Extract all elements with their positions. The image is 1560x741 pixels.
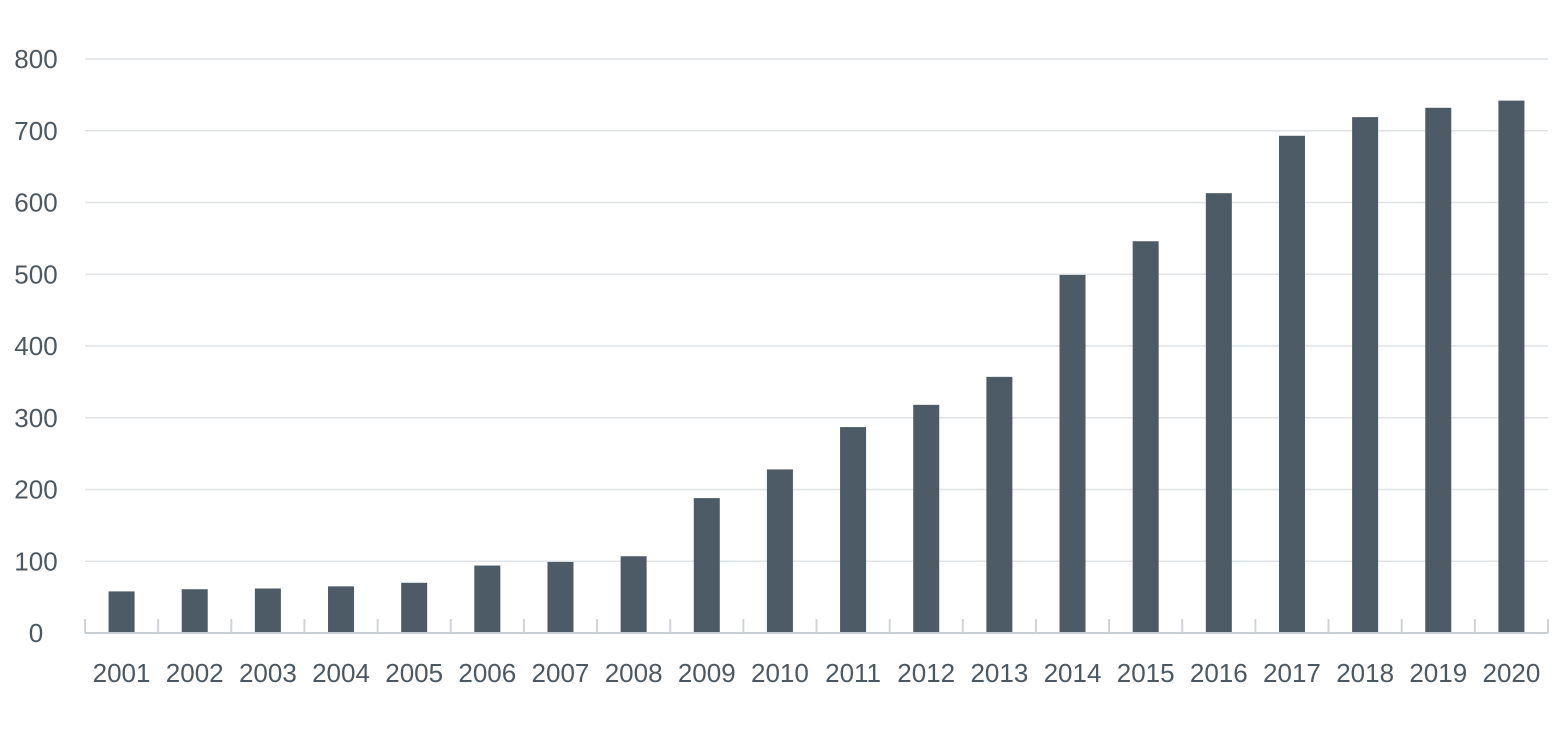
- bar-2007: [547, 561, 574, 633]
- bar-2019: [1425, 107, 1452, 634]
- y-tick-label-200: 200: [14, 475, 57, 505]
- bar-2012: [913, 404, 940, 633]
- x-tick-label-2007: 2007: [532, 658, 590, 688]
- x-tick-label-2017: 2017: [1263, 658, 1321, 688]
- bar-2005: [401, 582, 428, 633]
- y-tick-label-600: 600: [14, 188, 57, 218]
- bar-2004: [328, 586, 355, 633]
- bar-2006: [474, 565, 501, 633]
- x-tick-label-2013: 2013: [970, 658, 1028, 688]
- x-tick-label-2020: 2020: [1483, 658, 1541, 688]
- y-tick-label-100: 100: [14, 546, 57, 576]
- bar-2009: [693, 498, 720, 633]
- bar-2020: [1498, 100, 1525, 634]
- x-tick-label-2005: 2005: [385, 658, 443, 688]
- bar-2008: [620, 556, 647, 633]
- bars: [108, 100, 1525, 634]
- x-axis-tick-labels: 2001 2002 2003 2004 2005 2006 2007 2008 2009 2010…: [93, 658, 1541, 688]
- bar-2017: [1278, 135, 1305, 633]
- y-tick-label-400: 400: [14, 331, 57, 361]
- bar-2015: [1132, 241, 1159, 633]
- x-tick-label-2012: 2012: [897, 658, 955, 688]
- x-tick-label-2003: 2003: [239, 658, 297, 688]
- x-tick-label-2006: 2006: [458, 658, 516, 688]
- x-tick-label-2019: 2019: [1409, 658, 1467, 688]
- x-tick-label-2011: 2011: [825, 658, 881, 688]
- x-tick-label-2008: 2008: [605, 658, 663, 688]
- gridlines: [85, 58, 1548, 562]
- x-tick-label-2009: 2009: [678, 658, 736, 688]
- x-tick-label-2018: 2018: [1336, 658, 1394, 688]
- x-tick-label-2002: 2002: [166, 658, 224, 688]
- y-tick-label-700: 700: [14, 116, 57, 146]
- bar-2003: [254, 588, 281, 633]
- bar-2002: [181, 589, 208, 633]
- x-tick-label-2014: 2014: [1044, 658, 1102, 688]
- y-axis-tick-labels: 0 100 200 300 400 500 600 700 800: [14, 44, 57, 648]
- bar-2016: [1205, 193, 1232, 634]
- x-tick-label-2010: 2010: [751, 658, 809, 688]
- y-tick-label-500: 500: [14, 259, 57, 289]
- x-tick-label-2001: 2001: [93, 658, 151, 688]
- y-tick-label-800: 800: [14, 44, 57, 74]
- bar-2010: [766, 469, 793, 633]
- bar-2014: [1059, 274, 1086, 633]
- x-tick-label-2016: 2016: [1190, 658, 1248, 688]
- x-tick-label-2015: 2015: [1117, 658, 1175, 688]
- bar-2011: [840, 427, 867, 633]
- y-tick-label-300: 300: [14, 403, 57, 433]
- bar-2001: [108, 591, 135, 633]
- bar-2018: [1352, 117, 1379, 634]
- bar-2013: [986, 376, 1013, 633]
- y-tick-label-0: 0: [29, 618, 43, 648]
- x-tick-label-2004: 2004: [312, 658, 370, 688]
- x-axis: [84, 619, 1549, 634]
